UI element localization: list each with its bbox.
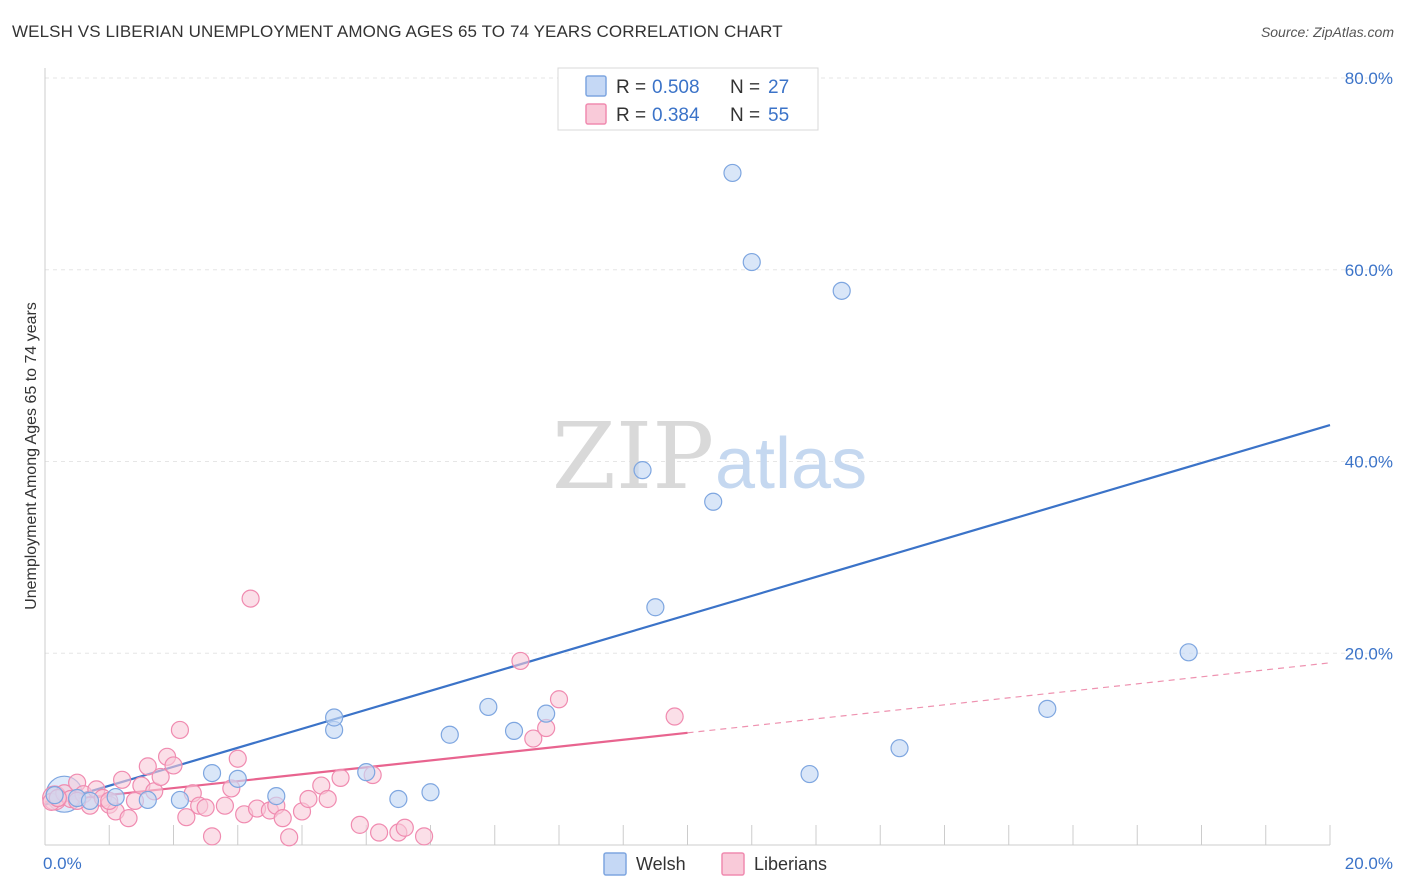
welsh-point [325, 708, 344, 727]
welsh-point [170, 790, 190, 810]
welsh-point [800, 764, 819, 784]
welsh-point [202, 763, 222, 783]
welsh-point [504, 721, 524, 741]
welsh-point [389, 789, 408, 809]
liberians-point [511, 651, 530, 671]
welsh-point [633, 461, 652, 480]
liberians-n-value: 55 [768, 105, 789, 126]
welsh-point [138, 790, 157, 810]
liberians-point [196, 798, 215, 817]
liberians-point [164, 756, 183, 775]
grid-layer [45, 77, 1392, 654]
source-label: Source: ZipAtlas.com [1260, 24, 1394, 40]
liberians-r-label: R = [616, 105, 646, 126]
y-tick-label: 20.0% [1345, 644, 1393, 663]
liberians-point [331, 768, 350, 787]
liberians-point [138, 757, 157, 776]
welsh-point [646, 598, 665, 617]
welsh-point [45, 786, 64, 805]
welsh-point [80, 791, 100, 810]
welsh-point [479, 697, 498, 717]
liberians-trendline-extension [687, 662, 1331, 734]
welsh-legend-swatch [585, 75, 607, 97]
liberians-point [202, 827, 222, 846]
liberians-point [177, 808, 196, 827]
liberians-point [215, 796, 234, 815]
liberians-point [414, 827, 434, 846]
welsh-trendline [44, 424, 1331, 806]
welsh-point [723, 163, 742, 183]
liberians-point [170, 720, 190, 740]
liberians-bottom-swatch [721, 852, 745, 876]
series-legend: Welsh Liberians [603, 852, 827, 876]
welsh-legend-label: Welsh [636, 854, 686, 874]
welsh-r-label: R = [616, 77, 646, 98]
liberians-point [524, 729, 543, 748]
y-tick-label: 60.0% [1345, 261, 1393, 280]
tick-label-layer: 20.0% 40.0% 60.0% 80.0% 0.0% 20.0% [43, 69, 1393, 873]
welsh-point [832, 281, 851, 300]
liberians-point [370, 823, 389, 842]
liberians-point [318, 789, 337, 809]
y-tick-label: 80.0% [1345, 69, 1393, 88]
y-axis-title: Unemployment Among Ages 65 to 74 years [23, 302, 40, 610]
welsh-n-value: 27 [768, 77, 789, 98]
liberians-point [151, 767, 170, 787]
y-tick-label: 40.0% [1345, 453, 1393, 472]
axis-layer [44, 68, 1331, 846]
liberians-legend-label: Liberians [754, 854, 827, 874]
welsh-point [537, 704, 556, 723]
chart-title: WELSH VS LIBERIAN UNEMPLOYMENT AMONG AGE… [12, 22, 783, 41]
watermark: ZIP atlas [552, 403, 867, 510]
welsh-r-value: 0.508 [652, 77, 700, 98]
liberians-point [112, 770, 132, 789]
liberians-r-value: 0.384 [652, 105, 700, 126]
x-tick-label: 0.0% [43, 854, 82, 873]
liberians-point [228, 749, 247, 768]
welsh-bottom-swatch [603, 852, 627, 876]
watermark-atlas-text: atlas [715, 424, 867, 504]
liberians-point [119, 809, 138, 828]
welsh-point [267, 787, 286, 806]
welsh-point [742, 252, 761, 272]
liberians-point [549, 690, 569, 709]
liberians-point [350, 815, 369, 834]
x-tick-label: 20.0% [1345, 854, 1393, 873]
liberians-point [273, 809, 292, 828]
welsh-point [704, 492, 723, 511]
welsh-point [1038, 699, 1057, 718]
welsh-point [357, 763, 376, 782]
liberians-point [241, 589, 260, 608]
liberians-n-label: N = [730, 105, 760, 126]
watermark-zip-text: ZIP [552, 403, 714, 510]
liberians-point [299, 789, 318, 809]
liberians-legend-swatch [585, 103, 607, 125]
liberians-point [395, 818, 414, 837]
stats-legend: R = 0.508 N = 27 R = 0.384 N = 55 [557, 67, 819, 131]
welsh-n-label: N = [730, 77, 760, 98]
welsh-point [421, 783, 440, 802]
welsh-point [228, 769, 247, 788]
points-layer [42, 163, 1198, 847]
liberians-point [280, 828, 299, 847]
welsh-point [1179, 643, 1198, 662]
welsh-point [890, 739, 909, 758]
welsh-point [440, 725, 459, 744]
liberians-point [665, 707, 684, 726]
welsh-point [106, 787, 125, 807]
